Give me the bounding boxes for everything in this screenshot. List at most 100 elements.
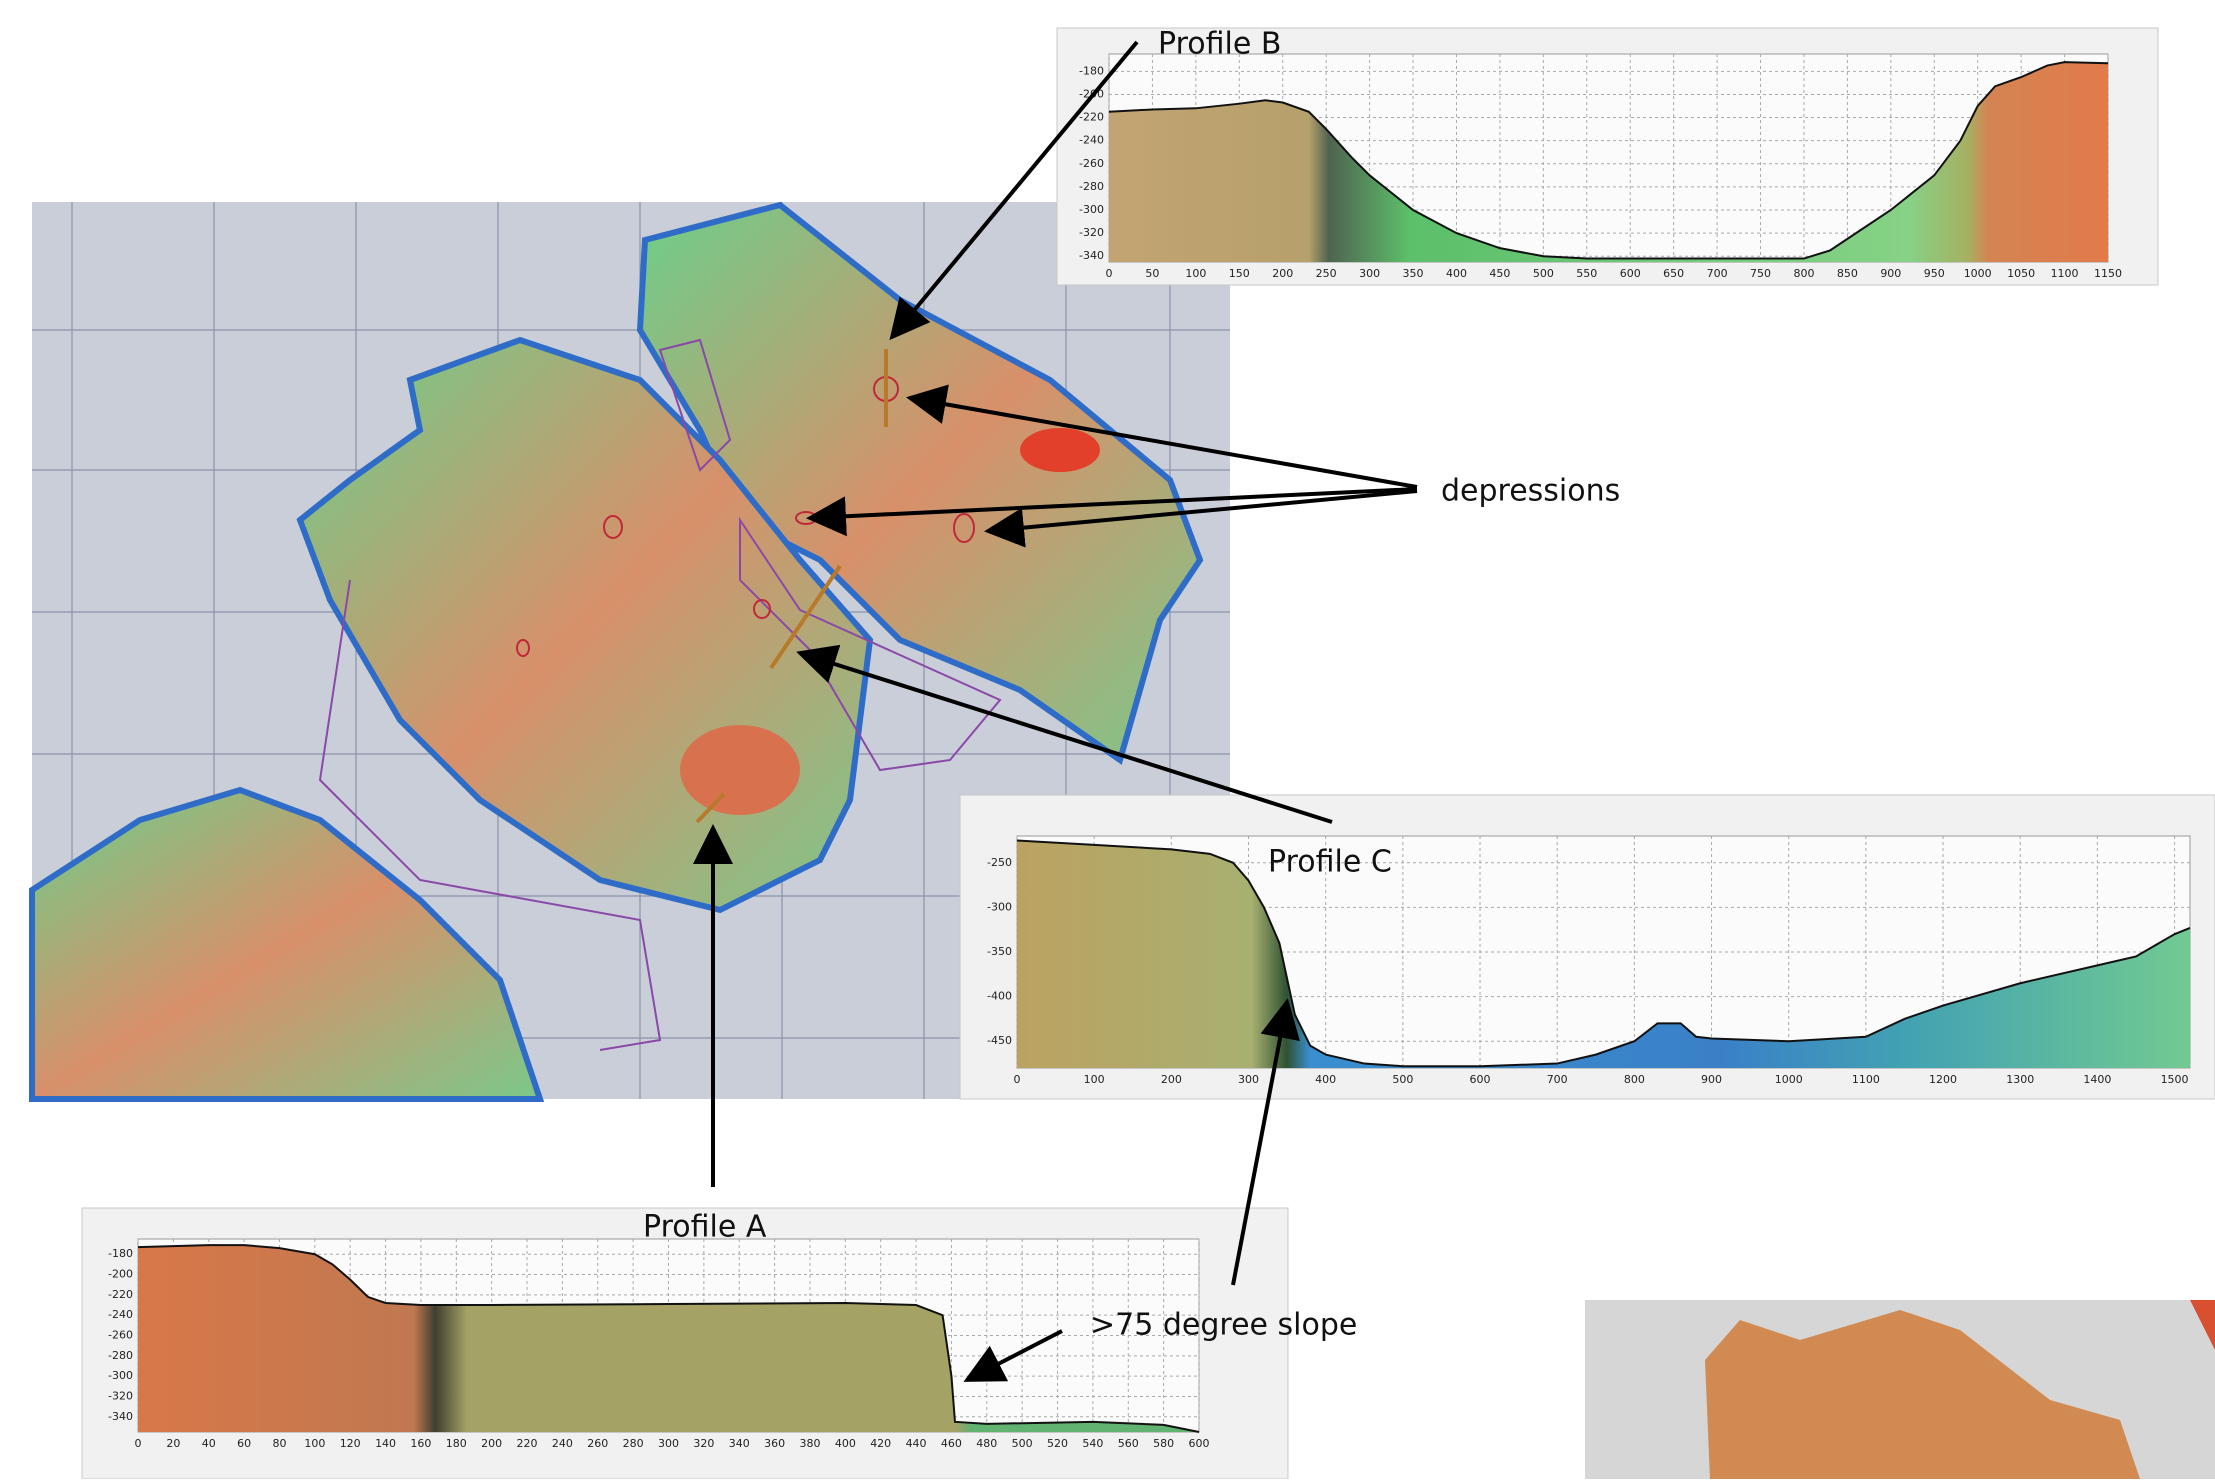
x-tick-label: 100 bbox=[1185, 267, 1206, 280]
x-tick-label: 1000 bbox=[1964, 267, 1992, 280]
x-tick-label: 1100 bbox=[1852, 1073, 1880, 1086]
x-tick-label: 140 bbox=[375, 1437, 396, 1450]
x-tick-label: 380 bbox=[799, 1437, 820, 1450]
annotation: >75 degree slope bbox=[1090, 1308, 1357, 1343]
x-tick-label: 120 bbox=[340, 1437, 361, 1450]
x-tick-label: 280 bbox=[623, 1437, 644, 1450]
chart-title: Profile C bbox=[1268, 845, 1392, 880]
x-tick-label: 520 bbox=[1047, 1437, 1068, 1450]
y-tick-label: -400 bbox=[987, 990, 1012, 1003]
page: 0501001502002503003504004505005506006507… bbox=[0, 0, 2215, 1479]
x-tick-label: 200 bbox=[1272, 267, 1293, 280]
x-tick-label: 700 bbox=[1707, 267, 1728, 280]
y-tick-label: -220 bbox=[108, 1288, 133, 1301]
x-tick-label: 320 bbox=[693, 1437, 714, 1450]
x-tick-label: 340 bbox=[729, 1437, 750, 1450]
x-tick-label: 80 bbox=[272, 1437, 286, 1450]
y-tick-label: -320 bbox=[1079, 226, 1104, 239]
y-tick-label: -200 bbox=[108, 1268, 133, 1281]
x-tick-label: 440 bbox=[906, 1437, 927, 1450]
x-tick-label: 950 bbox=[1924, 267, 1945, 280]
x-tick-label: 580 bbox=[1153, 1437, 1174, 1450]
y-tick-label: -220 bbox=[1079, 111, 1104, 124]
x-tick-label: 300 bbox=[1238, 1073, 1259, 1086]
chart-title: Profile A bbox=[643, 1210, 767, 1245]
x-tick-label: 600 bbox=[1470, 1073, 1491, 1086]
x-tick-label: 40 bbox=[202, 1437, 216, 1450]
x-tick-label: 300 bbox=[1359, 267, 1380, 280]
y-tick-label: -240 bbox=[108, 1308, 133, 1321]
x-tick-label: 350 bbox=[1403, 267, 1424, 280]
inset-map bbox=[1585, 1300, 2215, 1479]
x-tick-label: 50 bbox=[1145, 267, 1159, 280]
x-tick-label: 800 bbox=[1793, 267, 1814, 280]
x-tick-label: 400 bbox=[1446, 267, 1467, 280]
y-tick-label: -320 bbox=[108, 1389, 133, 1402]
x-tick-label: 850 bbox=[1837, 267, 1858, 280]
y-tick-label: -340 bbox=[108, 1410, 133, 1423]
x-tick-label: 500 bbox=[1392, 1073, 1413, 1086]
x-tick-label: 400 bbox=[1315, 1073, 1336, 1086]
y-tick-label: -300 bbox=[108, 1369, 133, 1382]
x-tick-label: 250 bbox=[1316, 267, 1337, 280]
x-tick-label: 180 bbox=[446, 1437, 467, 1450]
x-tick-label: 0 bbox=[1014, 1073, 1021, 1086]
x-tick-label: 60 bbox=[237, 1437, 251, 1450]
x-tick-label: 900 bbox=[1701, 1073, 1722, 1086]
x-tick-label: 100 bbox=[1084, 1073, 1105, 1086]
y-tick-label: -260 bbox=[108, 1329, 133, 1342]
x-tick-label: 0 bbox=[1106, 267, 1113, 280]
annotation: depressions bbox=[1441, 474, 1620, 509]
x-tick-label: 400 bbox=[835, 1437, 856, 1450]
x-tick-label: 480 bbox=[976, 1437, 997, 1450]
figure: 0501001502002503003504004505005506006507… bbox=[0, 0, 2215, 1479]
y-tick-label: -240 bbox=[1079, 134, 1104, 147]
x-tick-label: 360 bbox=[764, 1437, 785, 1450]
x-tick-label: 460 bbox=[941, 1437, 962, 1450]
x-tick-label: 1150 bbox=[2094, 267, 2122, 280]
x-tick-label: 800 bbox=[1624, 1073, 1645, 1086]
y-tick-label: -300 bbox=[987, 900, 1012, 913]
y-tick-label: -300 bbox=[1079, 203, 1104, 216]
x-tick-label: 200 bbox=[1161, 1073, 1182, 1086]
y-tick-label: -280 bbox=[1079, 180, 1104, 193]
x-tick-label: 1500 bbox=[2161, 1073, 2189, 1086]
x-tick-label: 500 bbox=[1533, 267, 1554, 280]
y-tick-label: -450 bbox=[987, 1034, 1012, 1047]
x-tick-label: 240 bbox=[552, 1437, 573, 1450]
x-tick-label: 0 bbox=[135, 1437, 142, 1450]
x-tick-label: 450 bbox=[1489, 267, 1510, 280]
x-tick-label: 1300 bbox=[2006, 1073, 2034, 1086]
x-tick-label: 300 bbox=[658, 1437, 679, 1450]
y-tick-label: -180 bbox=[1079, 64, 1104, 77]
y-tick-label: -340 bbox=[1079, 249, 1104, 262]
x-tick-label: 220 bbox=[517, 1437, 538, 1450]
chart-title: Profile B bbox=[1158, 27, 1281, 62]
x-tick-label: 560 bbox=[1118, 1437, 1139, 1450]
x-tick-label: 1100 bbox=[2051, 267, 2079, 280]
y-tick-label: -180 bbox=[108, 1247, 133, 1260]
x-tick-label: 260 bbox=[587, 1437, 608, 1450]
x-tick-label: 1050 bbox=[2007, 267, 2035, 280]
y-tick-label: -280 bbox=[108, 1349, 133, 1362]
y-tick-label: -260 bbox=[1079, 157, 1104, 170]
x-tick-label: 420 bbox=[870, 1437, 891, 1450]
x-tick-label: 700 bbox=[1547, 1073, 1568, 1086]
x-tick-label: 600 bbox=[1189, 1437, 1210, 1450]
x-tick-label: 900 bbox=[1880, 267, 1901, 280]
x-tick-label: 540 bbox=[1082, 1437, 1103, 1450]
x-tick-label: 200 bbox=[481, 1437, 502, 1450]
x-tick-label: 160 bbox=[410, 1437, 431, 1450]
profile-chart: 0 20 40 60 80 100 120 140 160 180 200 220 240 260 280 3… bbox=[82, 1208, 1288, 1479]
x-tick-label: 20 bbox=[166, 1437, 180, 1450]
y-tick-label: -350 bbox=[987, 945, 1012, 958]
x-tick-label: 1400 bbox=[2083, 1073, 2111, 1086]
x-tick-label: 1000 bbox=[1775, 1073, 1803, 1086]
profile-chart: 0 100 200 300 400 500 600 700 800 900 1000 1100 1200… bbox=[960, 795, 2215, 1099]
x-tick-label: 1200 bbox=[1929, 1073, 1957, 1086]
x-tick-label: 600 bbox=[1620, 267, 1641, 280]
x-tick-label: 150 bbox=[1229, 267, 1250, 280]
x-tick-label: 100 bbox=[304, 1437, 325, 1450]
x-tick-label: 500 bbox=[1012, 1437, 1033, 1450]
